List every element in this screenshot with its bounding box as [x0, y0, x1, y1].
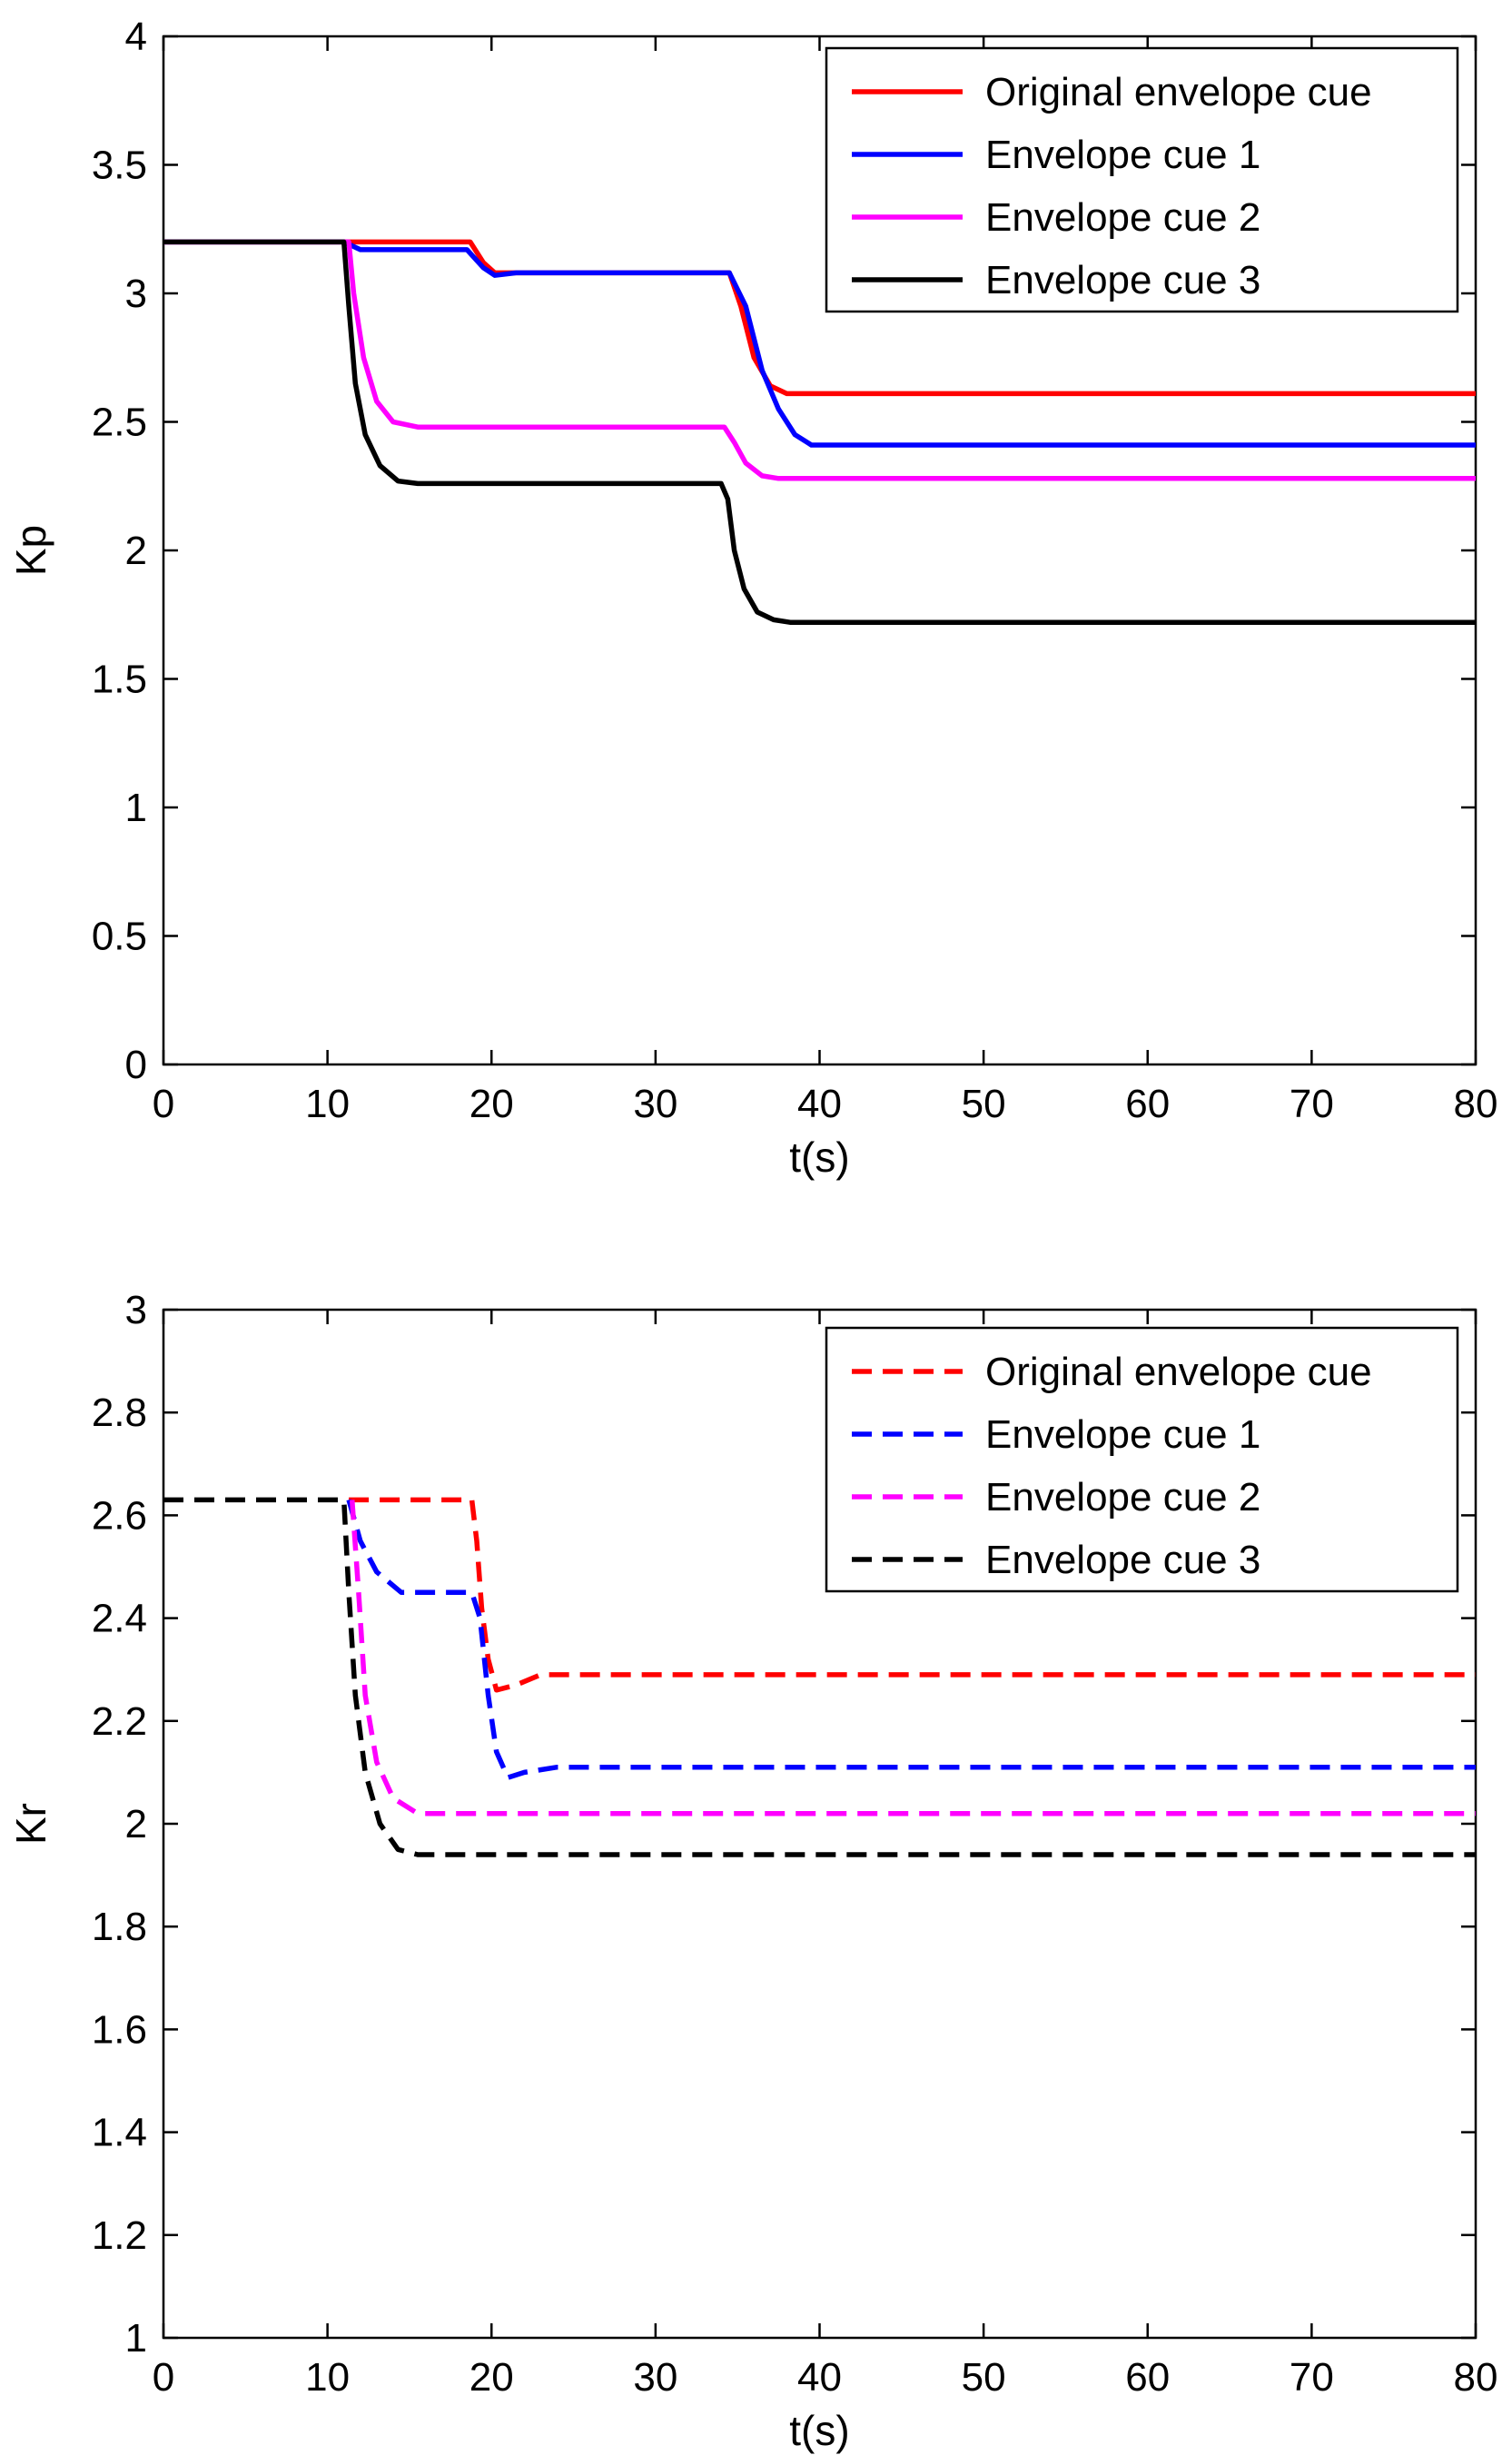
x-tick-label: 60: [1125, 2355, 1170, 2400]
series-line-1: [349, 1497, 1476, 1693]
x-tick-label: 30: [633, 1082, 677, 1126]
legend-label-1: Original envelope cue: [985, 1350, 1372, 1394]
y-tick-label: 1: [125, 2316, 147, 2361]
x-tick-label: 10: [305, 1082, 350, 1126]
x-tick-label: 20: [469, 2355, 514, 2400]
y-axis-label: Kp: [7, 525, 54, 576]
y-tick-label: 1: [125, 786, 147, 830]
x-tick-label: 80: [1454, 1082, 1498, 1126]
legend-label-1: Original envelope cue: [985, 70, 1372, 114]
legend-label-4: Envelope cue 3: [985, 1538, 1260, 1582]
x-tick-label: 70: [1290, 2355, 1334, 2400]
legend-label-4: Envelope cue 3: [985, 258, 1260, 302]
legend: Original envelope cue Envelope cue 1 Envel…: [825, 1326, 1459, 1593]
series-line-4: [163, 239, 1476, 625]
x-axis-label: t(s): [789, 2407, 849, 2454]
x-tick-label: 60: [1125, 1082, 1170, 1126]
y-tick-label: 2.6: [92, 1493, 147, 1538]
y-tick-label: 0: [125, 1043, 147, 1087]
legend-label-2: Envelope cue 1: [985, 133, 1260, 177]
series-line-3: [163, 239, 1476, 481]
y-tick-label: 1.5: [92, 658, 147, 702]
y-tick-label: 1.6: [92, 2007, 147, 2052]
x-tick-label: 40: [797, 1082, 842, 1126]
chart-kp: 0 10 20 30 40 50 60 70 80 0 0.5 1 1.5 2 2.5 3 3.5 4 t(s) Kp…: [7, 15, 1497, 1181]
y-tick-label: 0.5: [92, 915, 147, 959]
x-tick-label: 20: [469, 1082, 514, 1126]
x-axis-label: t(s): [789, 1133, 849, 1181]
y-tick-label: 1.4: [92, 2111, 147, 2155]
y-axis-label: Kr: [7, 1803, 54, 1845]
series-line-3: [349, 1500, 1476, 1817]
y-tick-label: 2.8: [92, 1391, 147, 1435]
series-line-2: [346, 1499, 1476, 1780]
y-tick-label: 2: [125, 1802, 147, 1846]
x-tick-label: 0: [153, 2355, 174, 2400]
x-tick-label: 70: [1290, 1082, 1334, 1126]
y-tick-label: 2.2: [92, 1699, 147, 1744]
legend-label-3: Envelope cue 2: [985, 1475, 1260, 1520]
x-tick-label: 50: [962, 2355, 1006, 2400]
legend: Original envelope cue Envelope cue 1 Envel…: [825, 46, 1459, 313]
chart-kr: 0 10 20 30 40 50 60 70 80 1 1.2 1.4 1.6 1.8 2 2.2 2.4 2.6…: [7, 1288, 1497, 2454]
x-tick-label: 0: [153, 1082, 174, 1126]
x-tick-label: 40: [797, 2355, 842, 2400]
y-tick-label: 4: [125, 15, 147, 59]
legend-label-2: Envelope cue 1: [985, 1412, 1260, 1457]
y-tick-label: 3.5: [92, 144, 147, 188]
x-tick-label: 30: [633, 2355, 677, 2400]
legend-label-3: Envelope cue 2: [985, 195, 1260, 240]
series-line-2: [163, 239, 1476, 448]
y-tick-label: 3: [125, 272, 147, 316]
y-tick-label: 2: [125, 529, 147, 573]
x-tick-label: 50: [962, 1082, 1006, 1126]
y-tick-label: 2.4: [92, 1597, 147, 1641]
y-tick-label: 1.8: [92, 1905, 147, 1949]
x-tick-label: 10: [305, 2355, 350, 2400]
y-tick-label: 2.5: [92, 401, 147, 445]
y-tick-label: 1.2: [92, 2213, 147, 2258]
x-tick-label: 80: [1454, 2355, 1498, 2400]
y-tick-label: 3: [125, 1288, 147, 1332]
